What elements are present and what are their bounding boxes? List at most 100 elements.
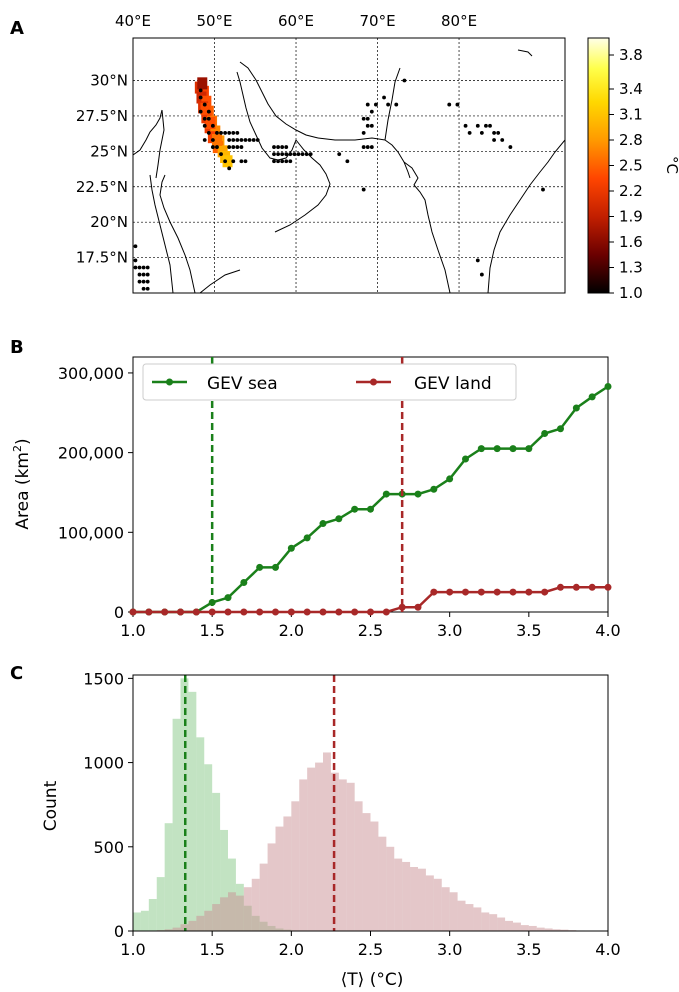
- sea-data-point: [414, 490, 422, 498]
- land-histogram-bar: [425, 875, 434, 931]
- land-histogram-bar: [449, 892, 458, 931]
- significance-dot: [365, 102, 370, 107]
- land-histogram-bar: [346, 782, 355, 931]
- colorbar-label: °C: [663, 156, 679, 174]
- significance-dot: [280, 159, 285, 164]
- significance-dot: [284, 145, 289, 149]
- sea-data-point: [382, 490, 390, 498]
- land-data-point: [509, 588, 517, 596]
- land-histogram-bar: [520, 925, 529, 931]
- land-histogram-bar: [275, 826, 284, 931]
- significance-dot: [137, 279, 142, 284]
- significance-dot: [361, 145, 366, 149]
- significance-dot: [296, 152, 301, 157]
- significance-dot: [206, 116, 211, 121]
- significance-dot: [210, 123, 215, 128]
- sea-histogram-bar: [156, 877, 165, 931]
- colorbar-tick-label: 2.2: [619, 182, 643, 200]
- sea-data-point: [256, 563, 264, 571]
- sea-histogram-bar: [204, 764, 213, 931]
- land-histogram-bar: [378, 836, 387, 931]
- colorbar-tick-label: 1.9: [619, 208, 643, 226]
- significance-dot: [255, 138, 260, 142]
- land-data-point: [588, 583, 596, 591]
- b-x-tick-label: 3.5: [516, 621, 541, 640]
- land-histogram-bar: [220, 897, 228, 931]
- sea-histogram-bar: [148, 899, 157, 931]
- significance-dot: [361, 187, 366, 192]
- map-x-tick-label: 40°E: [115, 12, 151, 30]
- legend-marker-land: [370, 378, 377, 386]
- significance-dot: [206, 109, 211, 114]
- land-data-point: [446, 588, 454, 596]
- land-histogram-bar: [196, 915, 205, 931]
- significance-dot: [141, 272, 146, 277]
- sea-series-line: [133, 385, 609, 614]
- sea-data-point: [319, 520, 327, 528]
- sea-data-point: [588, 393, 596, 401]
- significance-dot: [272, 152, 276, 157]
- land-data-point: [256, 608, 264, 616]
- land-histogram-bar: [418, 868, 426, 931]
- colorbar-tick-label: 2.5: [619, 157, 643, 175]
- significance-dot: [243, 159, 248, 164]
- land-histogram-bar: [394, 858, 403, 931]
- b-x-tick-label: 1.0: [120, 621, 145, 640]
- significance-dot: [239, 145, 244, 149]
- colorbar-tick-label: 3.1: [619, 106, 643, 124]
- significance-dot: [447, 102, 452, 107]
- sea-data-point: [525, 445, 533, 453]
- land-histogram-bar: [164, 929, 173, 931]
- land-data-point: [192, 608, 200, 616]
- land-histogram-bar: [560, 929, 569, 931]
- land-histogram-bar: [489, 914, 498, 931]
- significance-dot: [365, 116, 370, 121]
- significance-dot: [235, 145, 240, 149]
- land-histogram-bar: [410, 867, 418, 931]
- land-histogram-bar: [283, 816, 292, 931]
- b-y-tick-label: 100,000: [58, 523, 124, 542]
- land-histogram-bar: [243, 887, 252, 931]
- significance-dot: [280, 152, 285, 157]
- sea-histogram-bar: [140, 910, 149, 931]
- b-x-tick-label: 1.5: [199, 621, 224, 640]
- land-data-point: [367, 608, 374, 616]
- land-data-point: [462, 588, 469, 596]
- land-data-point: [382, 608, 390, 616]
- legend: GEV sea GEV land: [142, 363, 517, 401]
- significance-dot: [276, 145, 280, 149]
- land-histogram-bar: [267, 843, 276, 931]
- land-data-point: [604, 583, 612, 591]
- significance-dot: [251, 138, 256, 142]
- significance-dot: [492, 131, 496, 135]
- sea-data-point: [477, 445, 485, 453]
- sea-data-point: [367, 505, 374, 513]
- significance-dot: [227, 145, 232, 149]
- c-x-tick-label: 1.5: [199, 940, 224, 959]
- significance-dot: [272, 145, 276, 149]
- c-y-tick-label: 1500: [83, 669, 124, 688]
- land-data-point: [272, 608, 279, 616]
- significance-dot: [206, 131, 211, 135]
- panel-label-a: A: [10, 18, 24, 39]
- land-histogram-bar: [433, 878, 442, 931]
- significance-dot: [369, 123, 374, 128]
- land-data-point: [335, 608, 343, 616]
- sea-data-point: [224, 594, 232, 602]
- map-x-tick-label: 80°E: [441, 12, 477, 30]
- significance-dot: [479, 272, 484, 277]
- significance-dot: [386, 102, 391, 107]
- significance-dot: [223, 131, 228, 135]
- significance-dot: [239, 138, 244, 142]
- sea-histogram-bar: [196, 737, 205, 931]
- colorbar-tick-label: 1.0: [619, 284, 643, 302]
- significance-dot: [300, 152, 305, 157]
- map-x-tick-label: 70°E: [359, 12, 395, 30]
- land-histogram-bar: [386, 846, 395, 931]
- legend-marker-sea: [166, 378, 173, 386]
- significance-dot: [202, 102, 207, 107]
- sea-histogram-bar: [212, 792, 221, 931]
- sea-data-point: [272, 563, 279, 571]
- sea-histogram-bar: [172, 718, 181, 931]
- land-histogram-bar: [188, 920, 197, 931]
